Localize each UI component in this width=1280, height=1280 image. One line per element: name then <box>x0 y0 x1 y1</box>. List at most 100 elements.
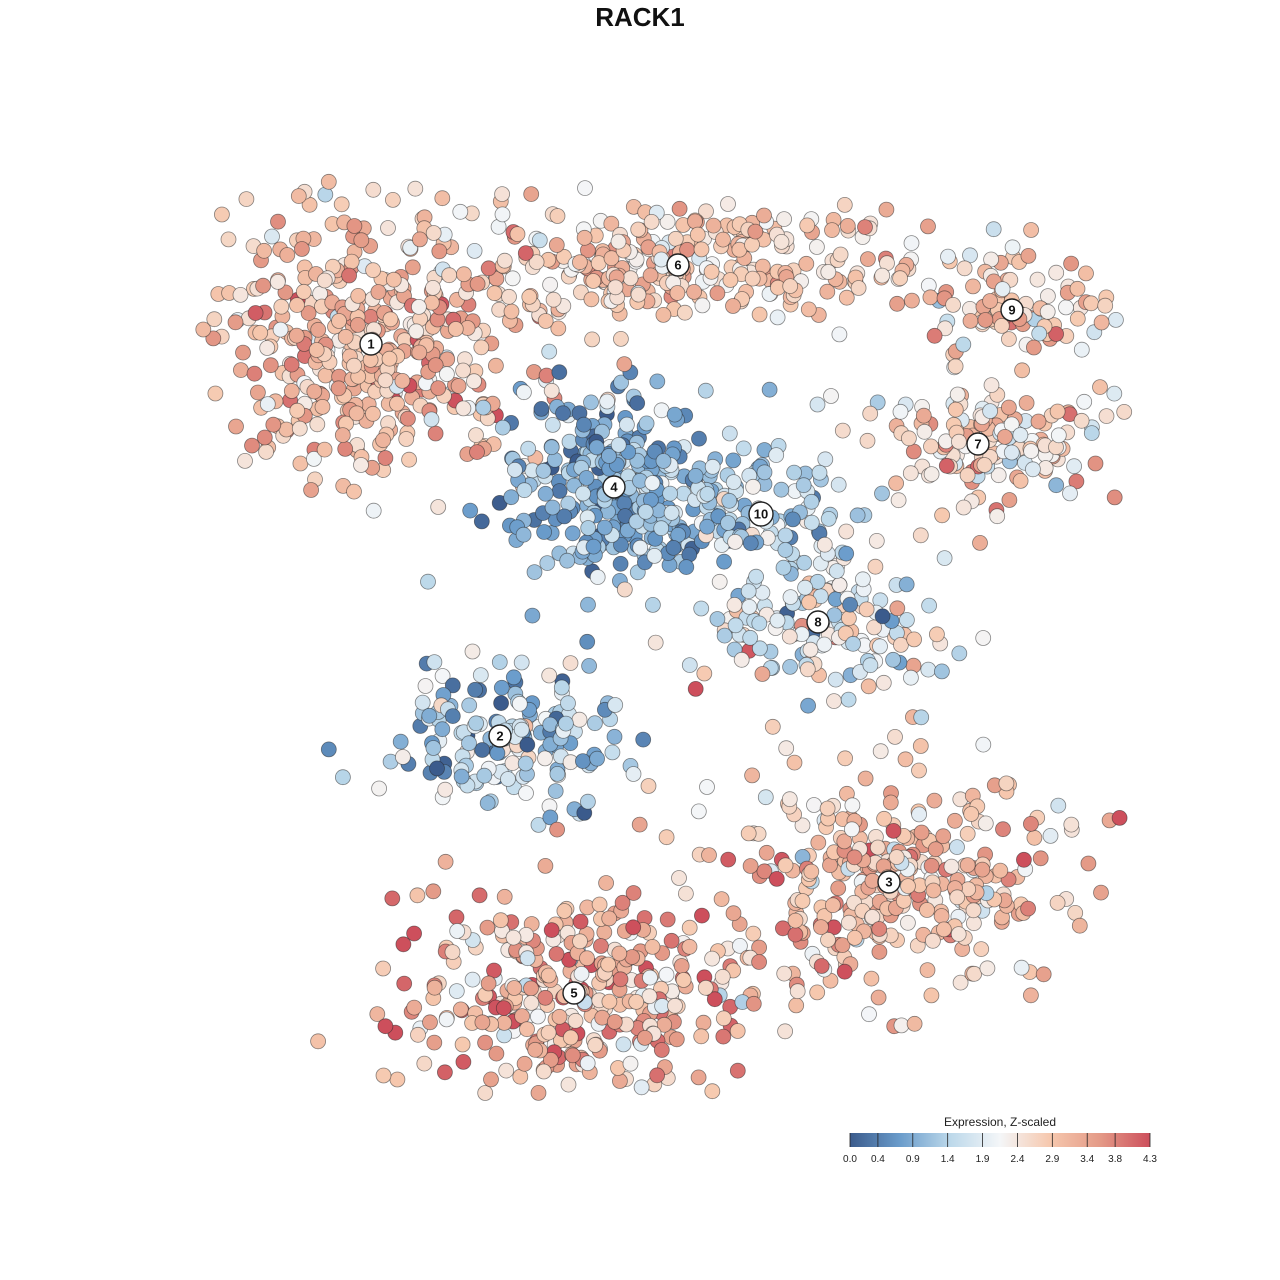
cell-point-cluster-2 <box>542 809 559 826</box>
cell-point-cluster-9 <box>1097 297 1114 314</box>
cell-point-cluster-1 <box>270 213 286 230</box>
cell-point-cluster-3 <box>777 1023 793 1040</box>
cell-point-cluster-7 <box>982 403 998 420</box>
cell-point-cluster-5 <box>488 1045 505 1062</box>
cell-point-cluster-1 <box>238 191 255 208</box>
cell-point-cluster-8 <box>875 674 892 691</box>
cell-point-cluster-6 <box>744 270 761 287</box>
cell-point-cluster-1 <box>399 410 416 427</box>
cell-point-cluster-6 <box>850 280 867 296</box>
cell-point-cluster-5 <box>422 1014 438 1031</box>
cell-point-cluster-5 <box>601 993 618 1010</box>
cell-point-cluster-1 <box>309 416 326 433</box>
colorbar-tick-label: 1.9 <box>976 1154 990 1165</box>
cell-point-cluster-8 <box>796 554 813 571</box>
cell-point-cluster-10 <box>699 486 716 502</box>
cell-point-cluster-8 <box>769 612 786 629</box>
cell-point-cluster-2 <box>493 679 510 696</box>
cell-point-cluster-4 <box>556 508 573 525</box>
cell-point-cluster-5 <box>543 922 560 938</box>
cell-point-cluster-1 <box>364 405 381 422</box>
cell-point-cluster-6 <box>550 320 567 337</box>
cell-point-cluster-10 <box>644 475 661 491</box>
cell-point-cluster-9 <box>965 278 981 295</box>
cell-point-cluster-3 <box>678 885 694 902</box>
colorbar-tick-label: 1.4 <box>941 1154 955 1165</box>
cell-point-cluster-6 <box>517 245 534 262</box>
cell-point-cluster-3 <box>757 789 774 806</box>
cell-point-cluster-3 <box>876 810 892 827</box>
cell-point-cluster-7 <box>923 438 939 455</box>
cell-point-cluster-1 <box>295 283 312 300</box>
cell-point-cluster-2 <box>579 633 596 650</box>
cell-point-cluster-7 <box>1030 413 1047 430</box>
cell-point-cluster-6 <box>705 217 722 234</box>
cell-point-cluster-6 <box>1023 222 1039 238</box>
cell-point-cluster-8 <box>653 520 670 537</box>
cell-point-cluster-1 <box>334 427 351 444</box>
cell-point-cluster-1 <box>333 196 350 213</box>
cell-point-cluster-3 <box>640 778 657 794</box>
cell-point-cluster-5 <box>471 887 488 904</box>
cell-point-cluster-5 <box>516 1055 533 1072</box>
cell-point-cluster-10 <box>687 467 704 484</box>
cell-point-cluster-5 <box>523 995 540 1011</box>
cell-point-cluster-3 <box>786 754 803 771</box>
cell-point-cluster-6 <box>1004 239 1021 256</box>
cell-point-cluster-8 <box>872 638 888 655</box>
cell-point-cluster-7 <box>1025 461 1041 478</box>
cell-point-cluster-3 <box>701 847 717 863</box>
cell-point-cluster-6 <box>686 283 702 300</box>
cell-point-cluster-5 <box>474 1014 491 1031</box>
svg-text:9: 9 <box>1008 303 1015 318</box>
cell-point-cluster-1 <box>265 416 282 433</box>
cell-point-cluster-9 <box>1078 265 1094 282</box>
cell-point-cluster-3 <box>1093 884 1109 901</box>
cell-point-cluster-3 <box>1023 987 1039 1004</box>
cell-point-cluster-1 <box>289 402 306 419</box>
cell-point-cluster-4 <box>516 482 533 499</box>
cell-point-cluster-1 <box>330 380 347 397</box>
cell-point-cluster-7 <box>1050 427 1067 444</box>
cell-point-cluster-8 <box>893 637 909 653</box>
cell-point-cluster-6 <box>693 241 710 258</box>
cell-point-cluster-2 <box>417 678 434 694</box>
cell-point-cluster-5 <box>642 969 658 986</box>
cell-point-cluster-3 <box>998 775 1015 792</box>
cell-point-cluster-4 <box>462 502 479 519</box>
cell-point-cluster-3 <box>1050 797 1067 814</box>
cell-point-cluster-10 <box>849 507 866 524</box>
cell-point-cluster-5 <box>693 1028 710 1045</box>
cell-point-cluster-6 <box>616 356 633 373</box>
cell-point-cluster-1 <box>249 384 266 401</box>
cell-point-cluster-1 <box>232 286 249 303</box>
cell-point-cluster-8 <box>913 709 930 726</box>
cell-point-cluster-1 <box>341 267 358 284</box>
cell-point-cluster-3 <box>943 858 960 875</box>
cell-point-cluster-1 <box>300 305 317 322</box>
cell-point-cluster-5 <box>704 1083 721 1100</box>
cell-point-cluster-5 <box>579 950 595 967</box>
cell-point-cluster-6 <box>410 298 427 315</box>
colorbar-tick-label: 0.4 <box>871 1154 885 1165</box>
cell-point-cluster-4 <box>589 569 606 585</box>
cell-point-cluster-6 <box>903 235 920 252</box>
cell-point-cluster-5 <box>375 960 392 977</box>
cell-point-cluster-3 <box>925 932 941 949</box>
cell-point-cluster-5 <box>745 925 762 942</box>
cell-point-cluster-3 <box>781 791 798 808</box>
cell-point-cluster-5 <box>690 1069 707 1086</box>
cell-point-cluster-1 <box>350 287 367 304</box>
cell-point-cluster-6 <box>531 232 548 249</box>
cell-point-cluster-6 <box>769 309 786 326</box>
cell-point-cluster-2 <box>474 742 491 758</box>
cell-point-cluster-4 <box>516 384 532 401</box>
cell-point-cluster-1 <box>291 420 308 437</box>
cell-point-cluster-5 <box>579 1055 596 1072</box>
cell-point-cluster-8 <box>972 535 988 551</box>
cell-point-cluster-5 <box>714 968 731 985</box>
cell-point-cluster-3 <box>882 794 899 811</box>
cell-point-cluster-4 <box>537 485 554 502</box>
cell-point-cluster-6 <box>509 226 526 243</box>
cell-point-cluster-10 <box>773 481 790 498</box>
